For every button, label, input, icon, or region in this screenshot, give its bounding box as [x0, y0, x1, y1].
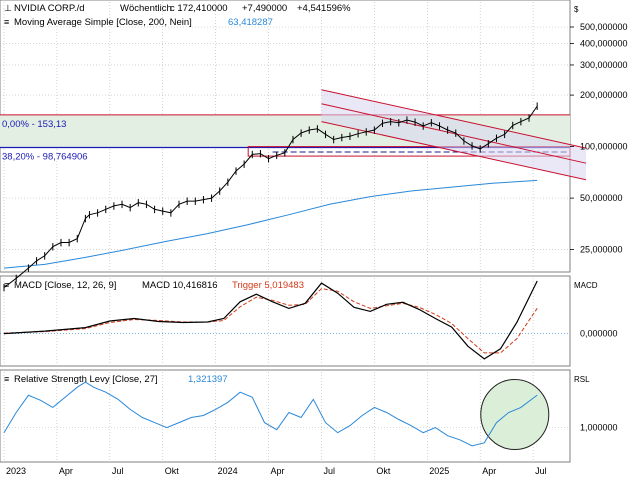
rsl-y-tick-label: 1,000000 — [580, 423, 618, 433]
macd-collapse-icon[interactable]: ≡ — [4, 280, 9, 290]
price-interval: Wöchentlich — [120, 3, 172, 14]
price-change: +7,490000 — [242, 3, 287, 14]
macd-value: MACD 10,416816 — [142, 280, 218, 291]
rsl-label: Relative Strength Levy [Close, 27] — [14, 374, 158, 385]
y-tick-label: 100,000000 — [580, 142, 628, 152]
x-tick-label: Jul — [535, 466, 547, 476]
trend-channel-lower[interactable] — [321, 121, 587, 181]
rsl-axis-label: RSL — [574, 375, 590, 384]
ma-label: Moving Average Simple [Close, 200, Nein] — [14, 17, 192, 28]
x-tick-label: Okt — [376, 466, 391, 476]
price-legend: ⊥ NVIDIA CORP./d Wöchentlich c 172,41000… — [4, 3, 579, 28]
macd-line — [3, 280, 538, 360]
fib-0-label: 0,00% - 153,13 — [2, 119, 66, 130]
fib-38-label: 38,20% - 98,764906 — [2, 152, 88, 163]
price-close: c 172,410000 — [170, 3, 228, 14]
x-tick-label: Okt — [165, 466, 180, 476]
price-title: NVIDIA CORP./d — [14, 3, 85, 14]
macd-label: MACD [Close, 12, 26, 9] — [14, 280, 116, 291]
rsl-panel — [0, 369, 571, 463]
rsl-collapse-icon[interactable]: ≡ — [4, 374, 9, 384]
highlight-layer — [480, 378, 550, 450]
y-tick-label: 50,000000 — [580, 193, 623, 203]
trend-channel-upper[interactable] — [321, 89, 587, 149]
price-collapse-icon[interactable]: ⊥ — [4, 3, 12, 13]
rsl-highlight-circle[interactable] — [480, 378, 550, 450]
y-tick-label: 200,000000 — [580, 90, 628, 100]
x-tick-label: Apr — [271, 466, 285, 476]
moving-average-line — [3, 179, 538, 269]
rsl-value: 1,321397 — [188, 374, 228, 385]
x-tick-label: 2024 — [218, 466, 238, 476]
x-tick-label: Apr — [59, 466, 73, 476]
x-tick-label: 2023 — [6, 466, 26, 476]
price-change-pct: +4,541596% — [297, 3, 351, 14]
rsl-panel-frame — [0, 369, 571, 463]
ma-collapse-icon[interactable]: ≡ — [4, 17, 9, 27]
price-line — [3, 105, 538, 288]
trigger-value: Trigger 5,019483 — [232, 280, 304, 291]
macd-axis-label: MACD — [574, 281, 598, 290]
macd-y-tick-label: 0,000000 — [580, 329, 618, 339]
y-tick-label: 500,000000 — [580, 22, 628, 32]
x-tick-label: Jul — [323, 466, 335, 476]
rsl-legend: ≡ Relative Strength Levy [Close, 27] 1,3… — [4, 374, 590, 385]
x-tick-label: 2025 — [429, 466, 449, 476]
trend-channel-middle[interactable] — [321, 103, 587, 164]
annotation-zones: 0,00% - 153,13 38,20% - 98,764906 — [0, 89, 587, 181]
y-tick-label: 300,000000 — [580, 60, 628, 70]
x-tick-label: Jul — [112, 466, 124, 476]
currency-label: $ — [574, 5, 579, 14]
ma-value: 63,418287 — [228, 17, 273, 28]
y-tick-label: 25,000000 — [580, 245, 623, 255]
rsl-line — [3, 381, 538, 447]
y-tick-label: 400,000000 — [580, 39, 628, 49]
x-tick-label: Apr — [482, 466, 496, 476]
trend-channel-fill — [321, 89, 587, 180]
series-lines — [3, 102, 538, 447]
macd-legend: ≡ MACD [Close, 12, 26, 9] MACD 10,416816… — [4, 280, 598, 291]
axis-labels: 2023 Apr Jul Okt 2024 Apr Jul Okt 2025 Apr Jul 500,… — [6, 22, 628, 476]
